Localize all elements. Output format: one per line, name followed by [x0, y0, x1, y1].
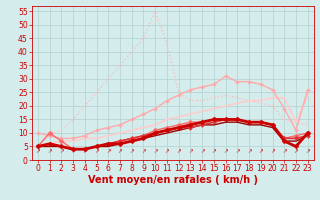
X-axis label: Vent moyen/en rafales ( km/h ): Vent moyen/en rafales ( km/h ) [88, 175, 258, 185]
